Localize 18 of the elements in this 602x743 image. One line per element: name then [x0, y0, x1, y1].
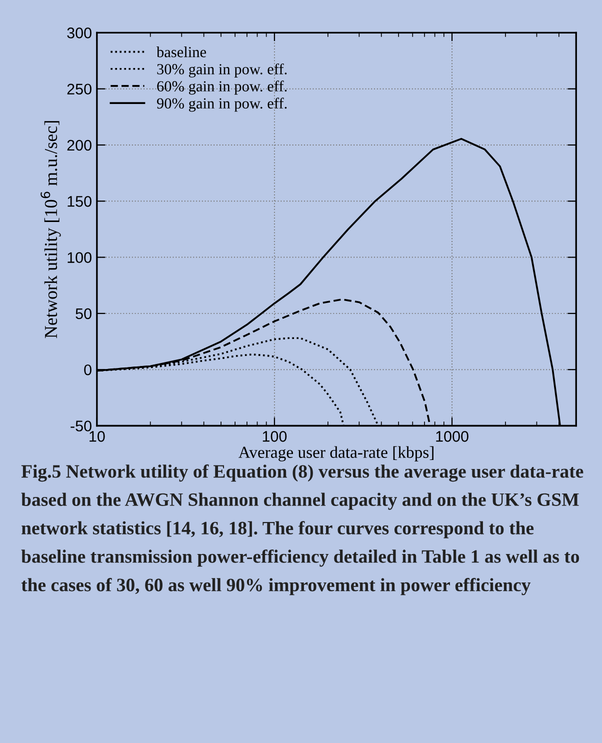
y-tick-label: 0 — [84, 364, 92, 376]
x-tick-label: 10 — [90, 431, 105, 442]
y-tick-label: 250 — [67, 84, 92, 95]
legend-label: 90% gain in pow. eff. — [156, 98, 287, 112]
legend-label: baseline — [156, 46, 206, 58]
y-axis-title: Network utility [10$^{6}$ m.u./sec] — [40, 121, 61, 338]
legend-label: 60% gain in pow. eff. — [157, 80, 287, 95]
x-tick-label: 100 — [262, 431, 287, 442]
x-tick-label: 1000 — [436, 431, 468, 442]
caption: Fig.5 Network utility of Equation (8) versus the average user data-rate based on the AWGN Shannon channel capacity and on the UK’s GSM network statistics [14, 16, 18]. The four curves correspond to the baseline transmission power-efficiency detailed in Table 1 as well as to the cases of 30, 60 as well 90% improvement in power efficiency — [21, 464, 584, 596]
y-tick-label: 150 — [68, 196, 92, 207]
y-tick-label: 300 — [67, 28, 92, 38]
y-tick-label: -50 — [70, 420, 92, 432]
legend-label: 30% gain in pow. eff. — [157, 63, 287, 78]
y-tick-label: 50 — [76, 308, 92, 320]
y-tick-label: 100 — [68, 252, 92, 263]
y-tick-label: 200 — [67, 140, 92, 151]
x-axis-title: Average user data-rate [kbps] — [238, 446, 434, 462]
